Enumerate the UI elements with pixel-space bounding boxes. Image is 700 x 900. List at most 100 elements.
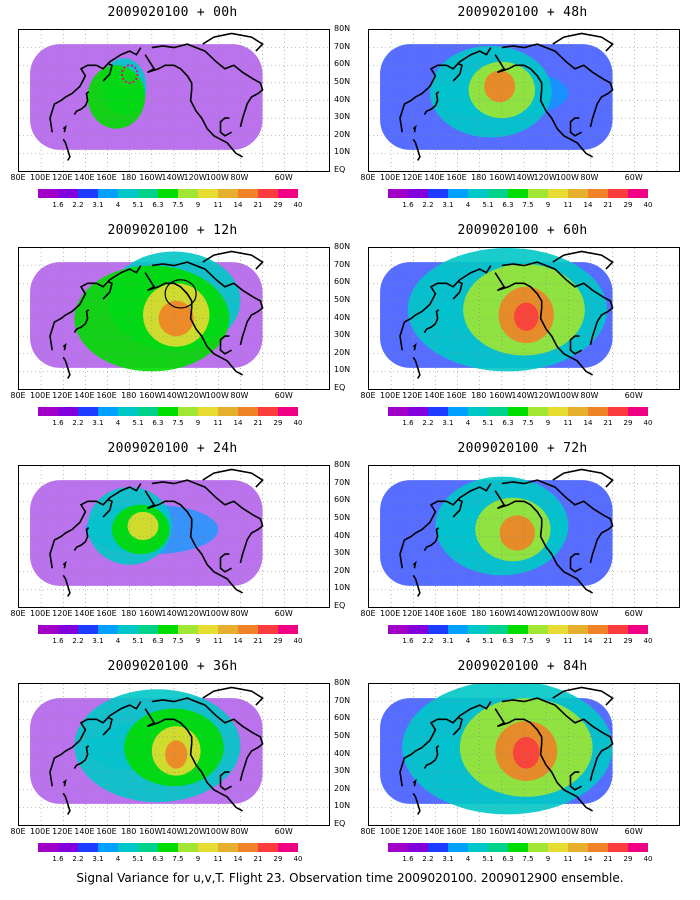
colorbar-swatch xyxy=(568,407,588,416)
colorbar-label: 3.1 xyxy=(442,201,454,209)
coastline xyxy=(73,309,90,334)
colorbar-label: 7.5 xyxy=(522,201,534,209)
lon-label: 160W xyxy=(489,609,513,618)
lat-label: 80N xyxy=(334,24,351,33)
coastline xyxy=(569,771,582,791)
coastline xyxy=(399,483,492,569)
coastline xyxy=(399,265,492,351)
colorbar-swatch xyxy=(178,189,198,198)
colorbar-label: 9 xyxy=(545,419,551,427)
colorbar-swatch xyxy=(58,189,78,198)
colorbar-swatch xyxy=(388,625,408,634)
colorbar-swatch xyxy=(548,843,568,852)
colorbar-swatch xyxy=(218,625,238,634)
lat-label: 10N xyxy=(334,147,351,157)
colorbar-swatch xyxy=(408,189,428,198)
colorbar-swatch xyxy=(408,843,428,852)
colorbar xyxy=(388,189,648,198)
colorbar-swatch xyxy=(258,407,278,416)
lon-label: 100E xyxy=(379,391,401,400)
colorbar-label: 2.2 xyxy=(422,637,434,645)
colorbar xyxy=(388,625,648,634)
colorbar-swatch xyxy=(118,625,138,634)
colorbar-swatch xyxy=(608,189,628,198)
lon-label: 180 xyxy=(121,173,137,182)
lat-label: 50N xyxy=(334,294,351,304)
colorbar-label: 14 xyxy=(233,637,243,645)
coastline xyxy=(144,272,243,376)
coastline xyxy=(73,527,90,552)
colorbar-label: 7.5 xyxy=(172,201,184,209)
lat-label: 10N xyxy=(334,801,351,811)
lon-label: 100E xyxy=(379,173,401,182)
lon-label: 100W xyxy=(555,609,579,618)
lat-label: 30N xyxy=(334,112,351,122)
colorbar-label: 11 xyxy=(213,637,223,645)
colorbar-label: 3.1 xyxy=(92,419,104,427)
colorbar-label: 2.2 xyxy=(422,855,434,863)
colorbar-label: 4 xyxy=(465,419,471,427)
lon-label: 80W xyxy=(230,609,249,618)
colorbar-swatch xyxy=(198,843,218,852)
lat-label: 30N xyxy=(334,548,351,558)
colorbar-swatch xyxy=(258,189,278,198)
colorbar-swatch xyxy=(138,843,158,852)
lon-label: 60W xyxy=(624,827,643,836)
colorbar-label: 1.6 xyxy=(52,201,64,209)
colorbar-label: 40 xyxy=(643,201,653,209)
colorbar-swatch xyxy=(158,189,178,198)
colorbar-swatch xyxy=(448,189,468,198)
colorbar-label: 5.1 xyxy=(482,419,494,427)
coastline xyxy=(552,32,614,52)
figure-caption: Signal Variance for u,v,T. Flight 23. Ob… xyxy=(76,871,624,885)
colorbar-swatch xyxy=(38,625,58,634)
coastline xyxy=(62,574,71,597)
map-panel: 2009020100 + 24h80N70N60N50N40N30N20N10N… xyxy=(0,441,345,666)
colorbar-swatch xyxy=(198,189,218,198)
lon-label: 100E xyxy=(379,609,401,618)
colorbar-swatch xyxy=(468,189,488,198)
lon-label: 140E xyxy=(424,391,445,400)
coastline xyxy=(62,342,67,351)
coastline xyxy=(49,265,142,351)
lon-label: 100W xyxy=(555,391,579,400)
lon-label: 120E xyxy=(402,391,423,400)
colorbar-label: 2.2 xyxy=(422,419,434,427)
colorbar-label: 6.3 xyxy=(152,855,164,863)
colorbar-label: 14 xyxy=(583,201,593,209)
lon-label: 60W xyxy=(274,609,293,618)
lat-label: 80N xyxy=(334,460,351,469)
coastline xyxy=(494,272,593,376)
colorbar-swatch xyxy=(218,843,238,852)
colorbar-label: 29 xyxy=(273,855,283,863)
coastline xyxy=(412,124,417,133)
lon-label: 100W xyxy=(205,827,229,836)
lon-label: 100E xyxy=(29,827,51,836)
colorbar-swatch xyxy=(138,189,158,198)
colorbar-label: 4 xyxy=(115,419,121,427)
lon-label: 160W xyxy=(139,173,163,182)
colorbar-swatch xyxy=(608,843,628,852)
colorbar-label: 29 xyxy=(623,201,633,209)
lon-label: 160E xyxy=(96,609,117,618)
lon-label: 120W xyxy=(533,173,557,182)
colorbar-label: 29 xyxy=(623,419,633,427)
coastline xyxy=(501,697,614,782)
lat-label: 50N xyxy=(334,512,351,522)
colorbar-label: 14 xyxy=(583,637,593,645)
lon-label: 120W xyxy=(183,391,207,400)
colorbar-label: 14 xyxy=(583,419,593,427)
colorbar-swatch xyxy=(488,407,508,416)
colorbar-label: 5.1 xyxy=(132,637,144,645)
lon-label: 100W xyxy=(205,609,229,618)
colorbar-label: 5.1 xyxy=(132,419,144,427)
map-panel: 2009020100 + 72h 80N 70N 60N 50N 40N 30N 20N 10N… xyxy=(334,441,695,666)
colorbar-swatch xyxy=(408,625,428,634)
coastline xyxy=(62,356,71,379)
lat-label: 80N xyxy=(334,242,351,251)
colorbar-label: 9 xyxy=(195,637,201,645)
colorbar-swatch xyxy=(628,189,648,198)
coastline xyxy=(102,62,113,82)
colorbar-swatch xyxy=(528,843,548,852)
panel-title: 2009020100 + 48h xyxy=(457,5,588,20)
